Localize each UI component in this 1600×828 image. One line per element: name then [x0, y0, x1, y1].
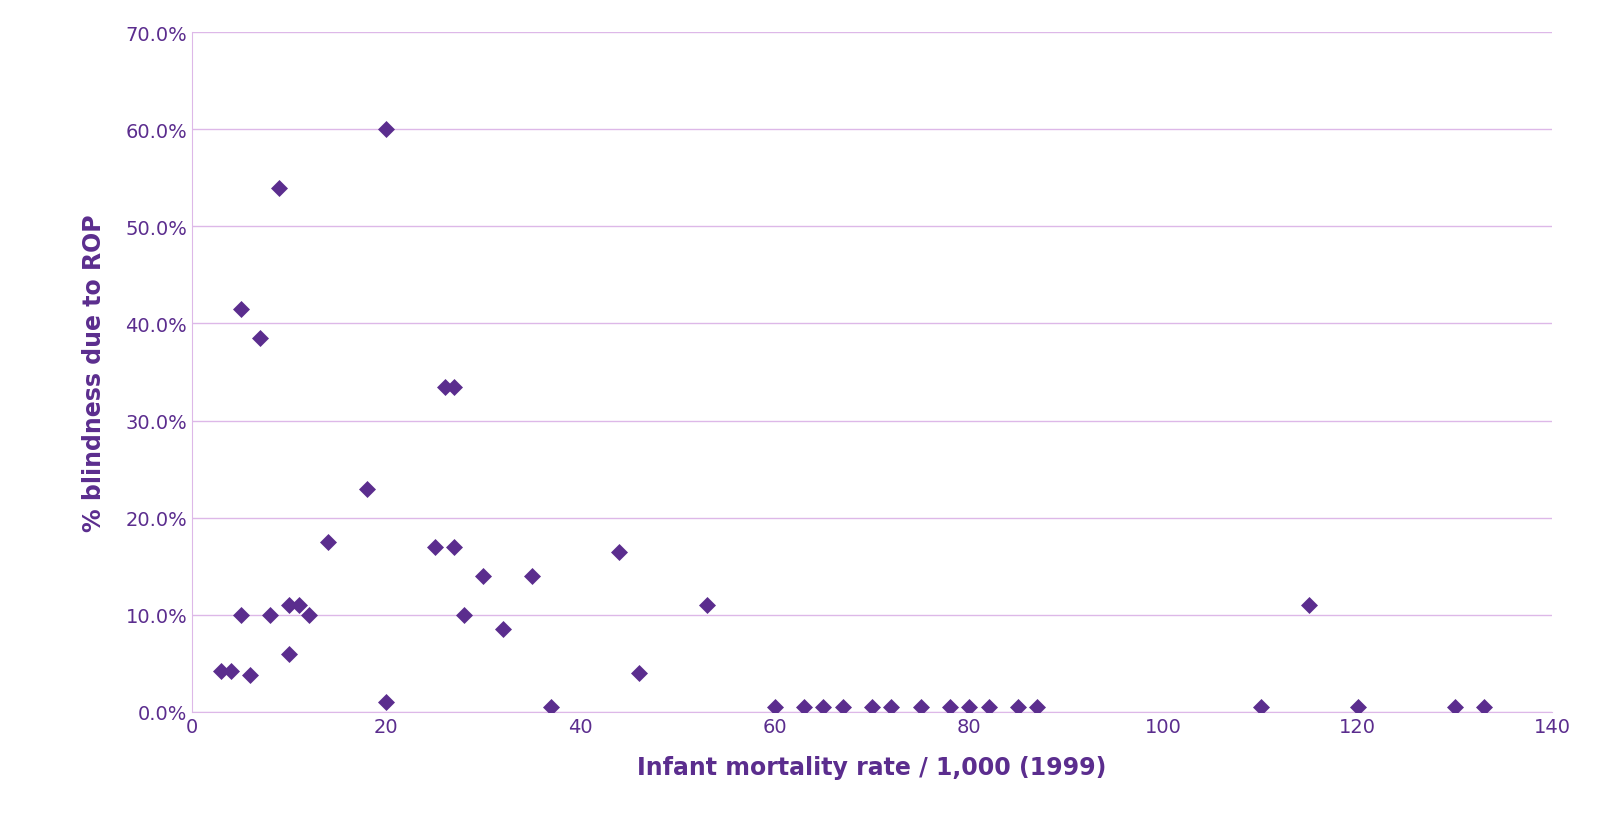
Point — [422, 541, 448, 554]
Point — [792, 700, 818, 714]
Point — [208, 665, 234, 678]
Point — [1346, 700, 1371, 714]
Point — [976, 700, 1002, 714]
Point — [218, 665, 243, 678]
Point — [315, 536, 341, 549]
Point — [227, 609, 253, 622]
Point — [811, 700, 837, 714]
Point — [859, 700, 885, 714]
Point — [373, 123, 398, 137]
Point — [246, 332, 272, 345]
Point — [470, 570, 496, 583]
Point — [1248, 700, 1274, 714]
Point — [539, 700, 565, 714]
Point — [267, 181, 293, 195]
Point — [1472, 700, 1498, 714]
Point — [237, 668, 262, 681]
Point — [490, 623, 515, 636]
Point — [296, 609, 322, 622]
Point — [227, 303, 253, 316]
Point — [1296, 599, 1322, 612]
Point — [277, 647, 302, 661]
Point — [442, 381, 467, 394]
Point — [286, 599, 312, 612]
Point — [830, 700, 856, 714]
Point — [258, 609, 283, 622]
Point — [1024, 700, 1050, 714]
Point — [907, 700, 933, 714]
Point — [1442, 700, 1467, 714]
Point — [451, 609, 477, 622]
Point — [277, 599, 302, 612]
X-axis label: Infant mortality rate / 1,000 (1999): Infant mortality rate / 1,000 (1999) — [637, 755, 1107, 779]
Point — [626, 667, 651, 680]
Point — [878, 700, 904, 714]
Y-axis label: % blindness due to ROP: % blindness due to ROP — [82, 214, 106, 532]
Point — [957, 700, 982, 714]
Point — [518, 570, 544, 583]
Point — [762, 700, 787, 714]
Point — [1005, 700, 1030, 714]
Point — [694, 599, 720, 612]
Point — [373, 696, 398, 709]
Point — [606, 546, 632, 559]
Point — [354, 483, 379, 496]
Point — [442, 541, 467, 554]
Point — [432, 381, 458, 394]
Point — [938, 700, 963, 714]
